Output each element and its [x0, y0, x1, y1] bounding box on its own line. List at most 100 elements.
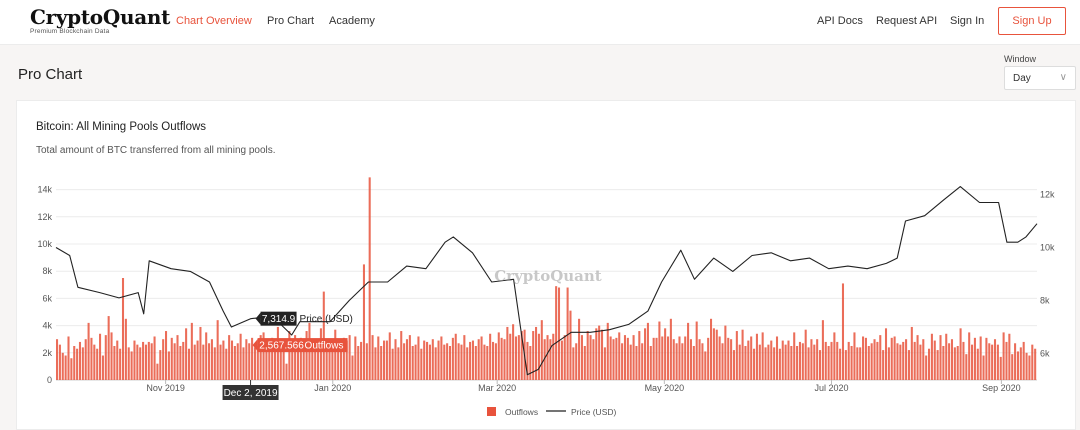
outflows-bar — [423, 340, 426, 380]
outflows-bar — [167, 351, 170, 380]
nav-api-docs[interactable]: API Docs — [817, 15, 863, 27]
outflows-bar — [692, 346, 695, 380]
outflows-bar — [182, 341, 185, 380]
outflows-bar — [913, 341, 916, 380]
outflows-bars — [56, 177, 1037, 380]
outflows-bar — [199, 326, 202, 380]
outflows-bar — [497, 332, 500, 380]
outflows-bar — [529, 346, 532, 380]
outflows-bar — [405, 339, 409, 380]
x-axis-tick-label: Mar 2020 — [478, 383, 516, 393]
outflows-bar — [710, 318, 713, 380]
outflows-bar — [919, 344, 922, 380]
outflows-bar — [193, 344, 196, 380]
outflows-bar — [707, 337, 710, 380]
sign-up-button[interactable]: Sign Up — [998, 7, 1066, 35]
outflows-bar — [268, 347, 271, 380]
chart-tooltip: 7,314.9 Price (USD) 2,567.566 Outflows Dec 2… — [222, 311, 353, 400]
outflows-bar — [1034, 348, 1037, 380]
outflows-bar — [328, 339, 331, 380]
outflows-bar — [230, 340, 234, 380]
price-tooltip-pointer — [255, 312, 261, 325]
outflows-bar — [758, 344, 761, 380]
outflows-bar — [649, 346, 652, 380]
outflows-bar — [936, 350, 939, 380]
price-line — [55, 186, 1038, 376]
outflows-bar — [394, 339, 397, 380]
outflows-bar — [228, 335, 231, 380]
outflows-bar — [339, 346, 343, 380]
brand-name: CryptoQuant — [30, 5, 171, 29]
left-axis-tick-label: 10k — [37, 239, 52, 249]
outflows-bar — [130, 351, 133, 380]
outflows-bar — [879, 335, 882, 380]
outflows-bar — [566, 287, 569, 380]
outflows-bar — [1031, 344, 1034, 380]
outflows-bar — [520, 331, 523, 380]
outflows-bar — [397, 347, 400, 380]
outflows-bar — [761, 332, 764, 380]
outflows-bar — [388, 332, 391, 380]
outflows-bar — [76, 348, 79, 380]
outflows-bar — [887, 347, 890, 380]
outflows-bar — [787, 340, 790, 380]
nav-sign-in[interactable]: Sign In — [950, 15, 985, 27]
nav-chart-overview[interactable]: Chart Overview — [176, 15, 252, 27]
outflows-bar — [644, 328, 647, 380]
outflows-bar — [796, 346, 799, 380]
outflows-bar — [216, 320, 219, 380]
outflows-bar — [262, 332, 265, 380]
outflows-bar — [296, 343, 300, 380]
outflows-bar — [437, 340, 440, 380]
outflows-bar — [81, 347, 84, 380]
outflows-bar — [1008, 333, 1011, 380]
outflows-bar — [985, 337, 988, 380]
outflows-bar — [299, 337, 302, 380]
outflows-bar — [291, 347, 294, 380]
outflows-bar — [417, 336, 420, 380]
brand-logo[interactable]: CryptoQuant Premium Blockchain Data — [30, 5, 170, 35]
outflows-bar — [862, 336, 865, 380]
outflows-bar — [856, 347, 859, 380]
outflows-bar — [288, 331, 291, 380]
outflows-bar — [509, 333, 512, 380]
outflows-bar — [641, 343, 644, 380]
outflows-bar — [755, 333, 758, 380]
outflows-bar — [282, 340, 285, 380]
outflows-bar — [279, 343, 282, 380]
outflows-bar — [850, 346, 853, 380]
outflows-bar — [867, 346, 870, 380]
outflows-bar — [113, 346, 116, 380]
outflows-bar — [360, 341, 363, 380]
outflows-bar — [959, 328, 962, 380]
outflows-bar — [371, 335, 374, 380]
outflows-bar — [322, 291, 325, 380]
outflows-bar — [119, 348, 122, 380]
outflows-bar — [242, 347, 245, 380]
outflows-bar — [514, 336, 518, 380]
outflows-bar — [365, 343, 368, 380]
nav-request-api[interactable]: Request API — [876, 15, 938, 27]
outflows-bar — [225, 348, 228, 380]
outflows-bar — [844, 350, 847, 380]
outflows-bar — [790, 346, 793, 380]
outflows-bar — [873, 339, 876, 380]
outflows-bar — [701, 343, 704, 380]
outflows-bar — [374, 347, 377, 380]
outflows-bar — [569, 310, 572, 380]
outflows-bar — [638, 331, 641, 380]
window-select[interactable]: Day ∨ — [1004, 66, 1076, 90]
outflows-bar — [572, 347, 575, 380]
outflows-bar — [78, 341, 82, 380]
outflows-bar — [830, 341, 833, 380]
outflows-bar — [434, 347, 437, 380]
left-axis-tick-label: 6k — [42, 293, 52, 303]
outflows-bar — [589, 335, 592, 380]
outflows-bar — [187, 348, 191, 380]
outflows-bar — [471, 340, 474, 380]
outflows-bar — [626, 337, 629, 380]
outflows-bar — [56, 339, 59, 380]
nav-academy[interactable]: Academy — [329, 15, 375, 27]
nav-pro-chart[interactable]: Pro Chart — [267, 15, 315, 27]
